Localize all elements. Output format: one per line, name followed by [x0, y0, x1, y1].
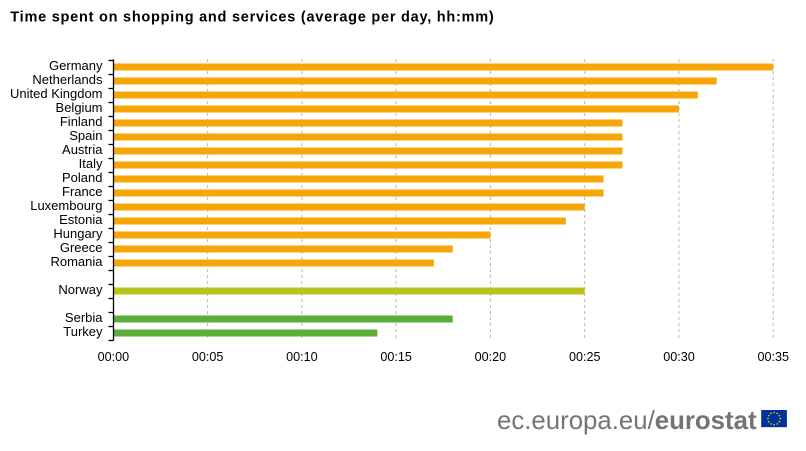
- svg-text:Hungary: Hungary: [53, 226, 103, 241]
- svg-text:00:05: 00:05: [192, 350, 224, 364]
- svg-text:00:10: 00:10: [286, 350, 318, 364]
- svg-text:Norway: Norway: [58, 282, 103, 297]
- svg-text:Spain: Spain: [69, 128, 102, 143]
- svg-text:Serbia: Serbia: [65, 310, 103, 325]
- svg-text:Turkey: Turkey: [63, 324, 103, 339]
- svg-text:United Kingdom: United Kingdom: [10, 86, 103, 101]
- svg-text:Italy: Italy: [79, 156, 103, 171]
- svg-text:Estonia: Estonia: [59, 212, 103, 227]
- svg-text:Greece: Greece: [60, 240, 103, 255]
- svg-text:Belgium: Belgium: [56, 100, 103, 115]
- svg-text:00:30: 00:30: [663, 350, 695, 364]
- svg-text:Finland: Finland: [60, 114, 103, 129]
- svg-text:00:20: 00:20: [475, 350, 507, 364]
- svg-text:00:15: 00:15: [380, 350, 412, 364]
- svg-text:France: France: [62, 184, 102, 199]
- svg-text:Germany: Germany: [49, 58, 103, 73]
- svg-text:Netherlands: Netherlands: [32, 72, 103, 87]
- svg-text:Romania: Romania: [50, 254, 103, 269]
- svg-text:Poland: Poland: [62, 170, 102, 185]
- svg-text:Luxembourg: Luxembourg: [30, 198, 102, 213]
- svg-text:00:25: 00:25: [569, 350, 601, 364]
- svg-text:Time spent on shopping and ser: Time spent on shopping and services (ave…: [10, 10, 494, 26]
- svg-text:ec.europa.eu/eurostat: ec.europa.eu/eurostat: [497, 407, 757, 435]
- svg-text:Austria: Austria: [62, 142, 103, 157]
- svg-text:00:35: 00:35: [757, 350, 789, 364]
- svg-text:00:00: 00:00: [98, 350, 130, 364]
